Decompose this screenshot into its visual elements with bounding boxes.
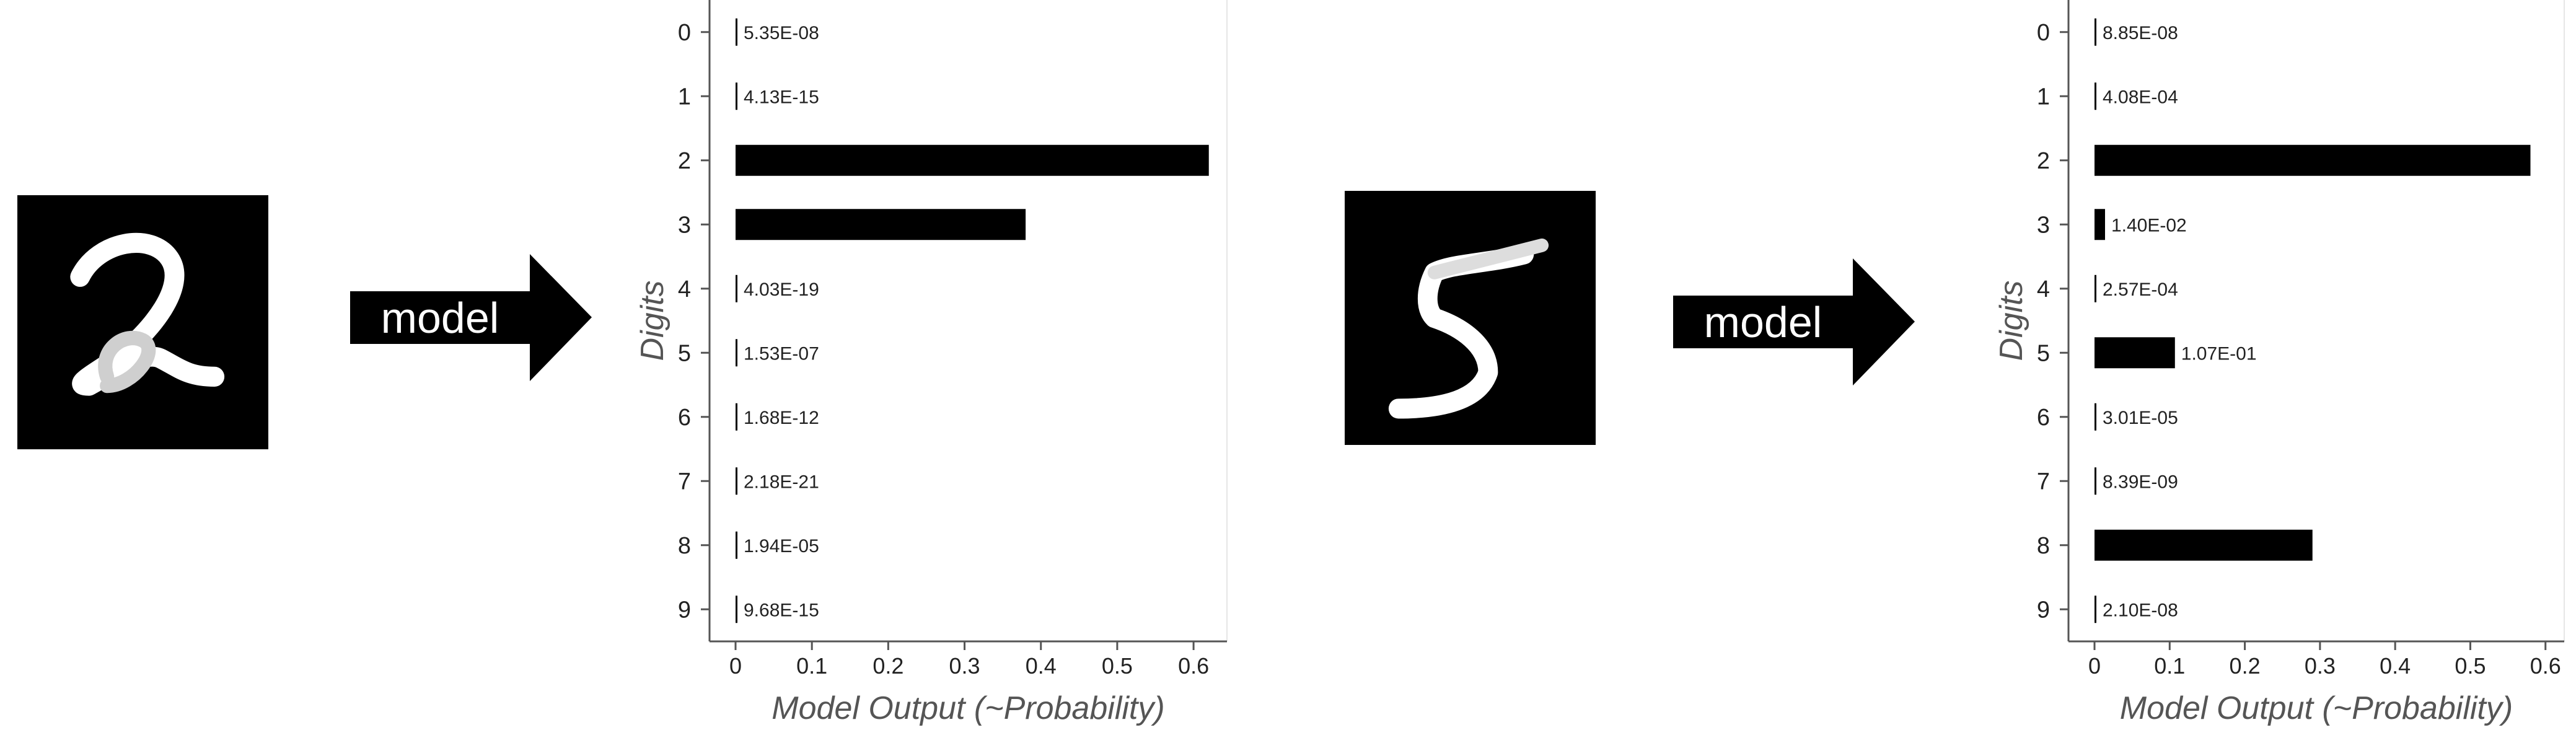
bar-digit-3 [736, 209, 1026, 240]
bar-digit-8 [2095, 529, 2313, 561]
bar-digit-6 [736, 403, 737, 431]
x-axis-label: Model Output (~Probability) [771, 690, 1164, 726]
x-tick-label: 0.4 [1026, 653, 1057, 679]
bar-digit-0 [736, 18, 737, 46]
data-label: 2.18E-21 [744, 472, 819, 492]
x-tick-label: 0.3 [949, 653, 980, 679]
bar-digit-5 [2095, 337, 2175, 369]
bar-digit-6 [2095, 403, 2096, 431]
bar-digit-4 [736, 275, 737, 302]
data-label: 1.53E-07 [744, 343, 819, 364]
arrow-shape-icon [1673, 258, 1915, 385]
bar-digit-3 [2095, 209, 2105, 240]
x-tick-label: 0.5 [1102, 653, 1133, 679]
model-arrow-left: model [350, 254, 592, 381]
y-tick-label: 0 [2037, 20, 2050, 46]
chart-svg-right: 0 8.85E-08 1 4.08E-04 2 3 1.40E-02 4 2.57E-04 5 1.… [1994, 0, 2565, 726]
digit-image-two [17, 195, 268, 449]
y-tick-label: 5 [678, 340, 691, 366]
bar-digit-9 [2095, 596, 2096, 623]
y-tick-label: 4 [2037, 276, 2050, 302]
x-tick-label: 0.3 [2305, 653, 2336, 679]
arrow-label: model [380, 293, 499, 342]
data-label: 1.07E-01 [2181, 343, 2257, 364]
chart-svg-left: 0 5.35E-08 1 4.13E-15 2 3 4 4.03E-19 5 1.53E-07 6 1… [635, 0, 1228, 726]
y-tick-label: 1 [678, 84, 691, 110]
bar-digit-1 [2095, 82, 2096, 110]
bar-digit-1 [736, 82, 737, 110]
y-tick-label: 0 [678, 20, 691, 46]
y-tick-label: 7 [678, 468, 691, 495]
x-tick-label: 0.1 [796, 653, 827, 679]
panel-right: model 0 8.85E-08 1 4.08E-04 2 3 1.40E-02 4 2.57E… [1288, 0, 2576, 727]
y-tick-label: 3 [678, 212, 691, 238]
data-label: 1.68E-12 [744, 408, 819, 428]
bar-digit-7 [736, 467, 737, 495]
bar-digit-9 [736, 596, 737, 623]
arrow-shape-icon [350, 254, 592, 381]
data-label: 2.10E-08 [2103, 600, 2178, 620]
probability-chart-left: 0 5.35E-08 1 4.13E-15 2 3 4 4.03E-19 5 1.53E-07 6 1… [620, 0, 1288, 727]
y-tick-label: 9 [2037, 597, 2050, 623]
y-axis-label: Digits [1994, 280, 2029, 361]
bar-digit-8 [736, 531, 737, 559]
y-tick-label: 4 [678, 276, 691, 302]
y-tick-label: 7 [2037, 468, 2050, 495]
x-tick-label: 0.6 [1178, 653, 1209, 679]
bar-digit-4 [2095, 275, 2096, 302]
data-label: 4.08E-04 [2103, 87, 2178, 107]
y-tick-label: 6 [678, 405, 691, 431]
x-tick-label: 0.2 [873, 653, 903, 679]
data-label: 4.03E-19 [744, 279, 819, 300]
y-tick-label: 1 [2037, 84, 2050, 110]
bar-digit-2 [736, 144, 1209, 176]
data-label: 1.40E-02 [2111, 215, 2187, 235]
model-arrow-right: model [1673, 258, 1915, 385]
bar-digit-2 [2095, 144, 2531, 176]
y-tick-label: 5 [2037, 340, 2050, 366]
y-tick-label: 8 [2037, 533, 2050, 559]
data-label: 4.13E-15 [744, 87, 819, 107]
x-tick-label: 0.6 [2530, 653, 2561, 679]
data-label: 8.39E-09 [2103, 472, 2178, 492]
y-tick-label: 2 [678, 148, 691, 174]
x-tick-label: 0 [729, 653, 742, 679]
x-tick-label: 0.5 [2455, 653, 2486, 679]
data-label: 8.85E-08 [2103, 23, 2178, 43]
digit-image-five [1345, 191, 1596, 445]
data-label: 3.01E-05 [2103, 408, 2178, 428]
x-tick-label: 0 [2088, 653, 2101, 679]
bar-digit-7 [2095, 467, 2096, 495]
x-tick-label: 0.4 [2380, 653, 2411, 679]
y-tick-label: 9 [678, 597, 691, 623]
bar-digit-5 [736, 339, 737, 367]
x-tick-label: 0.1 [2154, 653, 2185, 679]
data-label: 2.57E-04 [2103, 279, 2178, 300]
y-tick-label: 6 [2037, 405, 2050, 431]
x-axis-label: Model Output (~Probability) [2120, 690, 2513, 726]
data-label: 9.68E-15 [744, 600, 819, 620]
arrow-label: model [1703, 297, 1822, 346]
probability-chart-right: 0 8.85E-08 1 4.08E-04 2 3 1.40E-02 4 2.57E-04 5 1.… [1945, 0, 2576, 727]
bar-digit-0 [2095, 18, 2096, 46]
y-axis-label: Digits [635, 280, 670, 361]
y-tick-label: 2 [2037, 148, 2050, 174]
y-tick-label: 8 [678, 533, 691, 559]
panel-left: model 0 5.35E-08 1 4.13E-15 2 3 4 4.03E-19 5 1.53… [0, 0, 1288, 727]
y-tick-label: 3 [2037, 212, 2050, 238]
data-label: 1.94E-05 [744, 536, 819, 556]
data-label: 5.35E-08 [744, 23, 819, 43]
x-tick-label: 0.2 [2230, 653, 2261, 679]
